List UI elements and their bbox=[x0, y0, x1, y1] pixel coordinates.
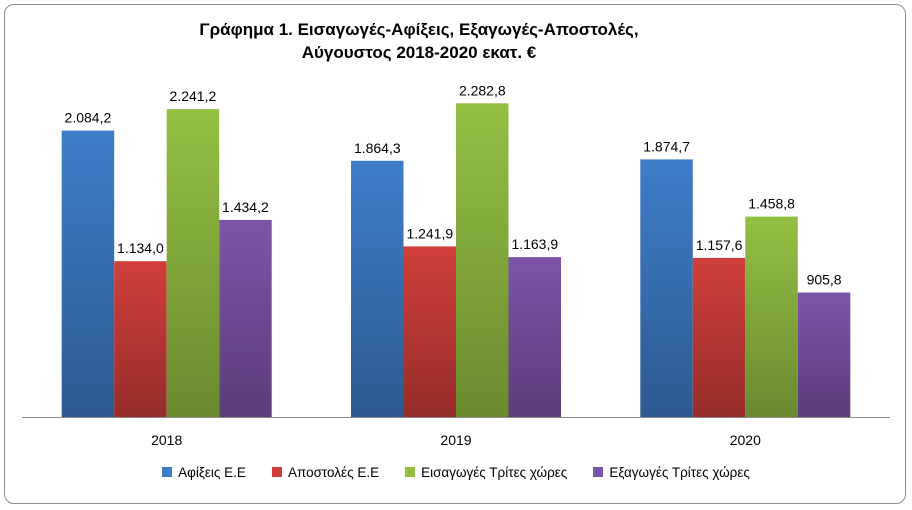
legend-item-series-1: Αφίξεις Ε.Ε bbox=[162, 465, 246, 480]
bar-2018-series-2 bbox=[114, 261, 167, 417]
legend: Αφίξεις Ε.Ε Αποστολές Ε.Ε Εισαγωγές Τρίτες… bbox=[0, 462, 912, 482]
data-label-2019-series-4: 1.163,9 bbox=[511, 236, 558, 252]
data-label-2019-series-1: 1.864,3 bbox=[354, 140, 401, 156]
x-tick-label-2018: 2018 bbox=[151, 432, 182, 448]
chart-title: Γράφημα 1. Εισαγωγές-Αφίξεις, Εξαγωγές-Α… bbox=[199, 20, 639, 39]
bar-2018-series-4 bbox=[219, 219, 272, 417]
bar-2019-series-1 bbox=[351, 160, 404, 418]
data-label-2020-series-2: 1.157,6 bbox=[696, 237, 743, 253]
data-label-2018-series-2: 1.134,0 bbox=[117, 240, 164, 256]
chart-subtitle: Αύγουστος 2018-2020 εκατ. € bbox=[301, 43, 537, 62]
chart-title-block: Γράφημα 1. Εισαγωγές-Αφίξεις, Εξαγωγές-Α… bbox=[0, 18, 838, 64]
legend-swatch-series-2 bbox=[271, 467, 282, 477]
data-label-2018-series-3: 2.241,2 bbox=[170, 88, 217, 104]
bar-2019-series-2 bbox=[403, 246, 456, 417]
bar-2020-series-2 bbox=[692, 257, 746, 417]
legend-swatch-series-3 bbox=[405, 467, 416, 477]
data-label-2020-series-4: 905,8 bbox=[807, 272, 842, 288]
legend-label-series-1: Αφίξεις Ε.Ε bbox=[178, 464, 246, 480]
bar-2018-series-3 bbox=[166, 109, 220, 417]
data-label-2020-series-1: 1.874,7 bbox=[643, 138, 690, 154]
x-tick-label-2020: 2020 bbox=[730, 432, 761, 448]
data-label-2019-series-3: 2.282,8 bbox=[459, 82, 506, 98]
legend-item-series-4: Εξαγωγές Τρίτες χώρες bbox=[593, 465, 750, 480]
legend-swatch-series-1 bbox=[162, 467, 173, 477]
legend-label-series-4: Εξαγωγές Τρίτες χώρες bbox=[609, 464, 750, 480]
data-label-2018-series-4: 1.434,2 bbox=[222, 199, 269, 215]
bar-2019-series-3 bbox=[456, 103, 509, 418]
bar-2020-series-3 bbox=[745, 216, 798, 417]
data-label-2019-series-2: 1.241,9 bbox=[406, 225, 453, 241]
x-tick-label-2019: 2019 bbox=[440, 432, 471, 448]
legend-label-series-3: Εισαγωγές Τρίτες χώρες bbox=[421, 464, 568, 480]
legend-label-series-2: Αποστολές Ε.Ε bbox=[287, 464, 380, 480]
bar-2018-series-1 bbox=[61, 130, 115, 417]
bar-2020-series-1 bbox=[640, 159, 693, 417]
legend-item-series-3: Εισαγωγές Τρίτες χώρες bbox=[405, 465, 567, 480]
legend-item-series-2: Αποστολές Ε.Ε bbox=[271, 464, 380, 480]
legend-swatch-series-4 bbox=[593, 467, 604, 477]
data-label-2018-series-1: 2.084,2 bbox=[65, 110, 112, 126]
bar-2019-series-4 bbox=[508, 257, 561, 417]
data-label-2020-series-3: 1.458,8 bbox=[748, 196, 795, 212]
bar-2020-series-4 bbox=[797, 292, 851, 417]
